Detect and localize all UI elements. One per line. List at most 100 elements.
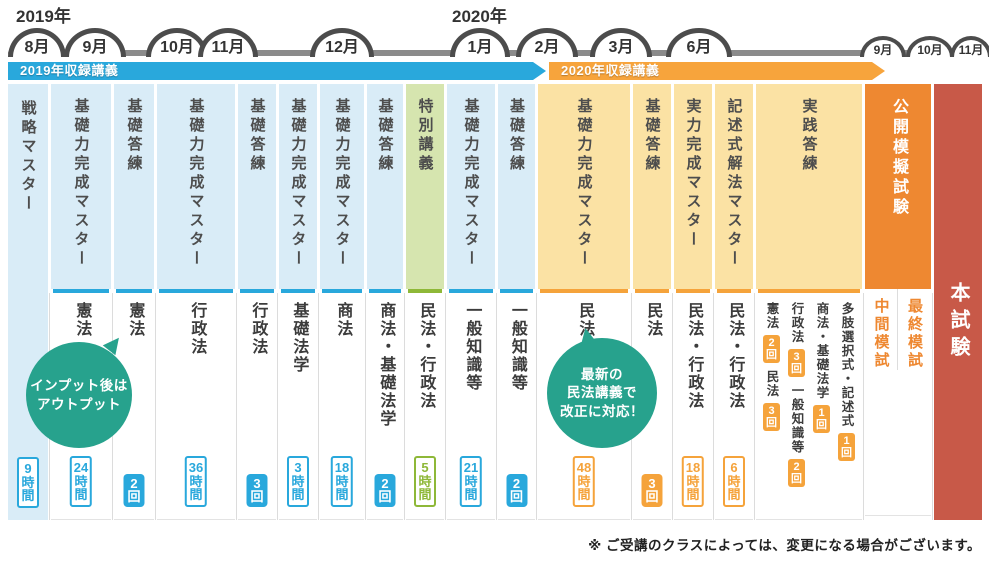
month-arc: 8月 bbox=[8, 28, 66, 57]
course-hours-badge: 18 時間 bbox=[681, 456, 705, 507]
badge-char: 回 bbox=[645, 489, 659, 505]
month-label: 11月 bbox=[211, 39, 245, 56]
header-accent-line bbox=[540, 289, 628, 293]
badge-char: 回 bbox=[766, 417, 777, 430]
callout-bubble-output: インプット後は アウトプット bbox=[26, 332, 132, 448]
subject-label: 民法 bbox=[644, 302, 662, 338]
course-column: 基礎力完成マスター 民法 48 時間 bbox=[538, 84, 632, 520]
course-column: 記述式解法マスター民法・行政法 6 時間 bbox=[715, 84, 755, 520]
course-column: 基礎答練商法・基礎法学 2 回 bbox=[367, 84, 405, 520]
banner-2020-lectures: 2020年収録講義 bbox=[549, 62, 885, 80]
badge-char: 時 bbox=[464, 473, 478, 489]
month-label: 10月 bbox=[160, 39, 194, 56]
practice-subject-label: 多肢選択式・記述式 bbox=[839, 302, 854, 428]
badge-char: 6 bbox=[730, 460, 738, 476]
year-label-2020: 2020年 bbox=[452, 7, 507, 26]
header-accent-line bbox=[159, 289, 233, 293]
badge-char: 回 bbox=[250, 489, 264, 505]
course-hours-badge: 24 時間 bbox=[69, 456, 93, 507]
mock-exam-header: 公開模擬試験 bbox=[865, 84, 931, 289]
month-arc: 11月 bbox=[198, 28, 258, 57]
practice-subject-line: 行政法 3 回一般知識等 2 回 bbox=[788, 302, 805, 494]
subject-label: 基礎法学 bbox=[290, 302, 308, 374]
badge-char: 時 bbox=[21, 474, 35, 490]
badge-char: 間 bbox=[189, 487, 203, 503]
header-accent-line bbox=[449, 289, 493, 293]
badge-char: 2 bbox=[381, 475, 389, 491]
bubble-line: インプット後は bbox=[30, 378, 128, 393]
course-column: 基礎答練 民法 3 回 bbox=[633, 84, 673, 520]
column-header-cell: 基礎答練 bbox=[367, 84, 403, 289]
subject-cell: 一般知識等 2 回 bbox=[498, 293, 535, 520]
subject-label: 民法・行政法 bbox=[417, 302, 435, 410]
header-accent-line bbox=[717, 289, 751, 293]
subject-cell: 民法・行政法 6 時間 bbox=[715, 293, 753, 520]
month-label: 9月 bbox=[873, 43, 893, 57]
month-label: 2月 bbox=[534, 39, 560, 56]
column-header: 公開模擬試験 bbox=[890, 98, 907, 218]
practice-subject-line: 商法・基礎法学 1 回 bbox=[813, 302, 830, 440]
column-header-exam: 本試験 bbox=[947, 282, 969, 363]
course-column: 基礎力完成マスター 一般知識等 21 時間 bbox=[447, 84, 497, 520]
column-header-cell: 基礎力完成マスター bbox=[320, 84, 364, 289]
column-header: 特別講義 bbox=[416, 98, 434, 174]
subject-cell: 商法・基礎法学 2 回 bbox=[367, 293, 403, 520]
column-header: 実力完成マスター bbox=[684, 98, 702, 250]
subject-label: 憲法 bbox=[73, 302, 91, 338]
practice-subject-line: 多肢選択式・記述式 1 回 bbox=[838, 302, 855, 468]
column-header: 基礎力完成マスター bbox=[575, 98, 593, 269]
month-label: 3月 bbox=[608, 39, 634, 56]
badge-char: 回 bbox=[378, 489, 392, 505]
mock-exam-body: 中間模試 最終模試 bbox=[865, 289, 931, 516]
badge-char: 回 bbox=[791, 473, 802, 486]
header-accent-line bbox=[116, 289, 152, 293]
column-header-cell: 基礎力完成マスター bbox=[447, 84, 495, 289]
course-column: 基礎力完成マスター 憲法 24 時間 bbox=[51, 84, 113, 520]
badge-char: 間 bbox=[464, 487, 478, 503]
badge-char: 3 bbox=[768, 405, 775, 418]
month-label: 1月 bbox=[467, 39, 493, 56]
badge-char: 1 bbox=[843, 435, 850, 447]
column-header: 基礎力完成マスター bbox=[289, 98, 307, 269]
subject-cell: 行政法 36 時間 bbox=[157, 293, 235, 520]
month-arc: 1月 bbox=[450, 28, 510, 57]
column-header-cell: 特別講義 bbox=[406, 84, 444, 289]
mock-cell: 中間模試 bbox=[865, 289, 898, 370]
badge-char: 3 bbox=[294, 460, 302, 476]
month-arc: 11月 bbox=[950, 36, 989, 57]
column-header: 戦略マスター bbox=[19, 100, 37, 214]
month-arc: 3月 bbox=[590, 28, 652, 57]
bubble-line: 最新の bbox=[581, 366, 623, 382]
header-accent-line bbox=[408, 289, 442, 293]
badge-char: 時 bbox=[727, 473, 741, 489]
column-header: 基礎力完成マスター bbox=[187, 98, 205, 269]
header-accent-line bbox=[53, 289, 109, 293]
badge-char: 3 bbox=[253, 475, 261, 491]
column-header-cell: 基礎答練 bbox=[114, 84, 154, 289]
column-header: 基礎力完成マスター bbox=[462, 98, 480, 269]
course-column: 基礎答練 一般知識等 2 回 bbox=[498, 84, 537, 520]
course-column: 基礎力完成マスター基礎法学 3 時間 bbox=[279, 84, 319, 520]
course-hours-badge: 18 時間 bbox=[330, 456, 354, 507]
subject-label: 商法・基礎法学 bbox=[377, 302, 395, 428]
header-accent-line bbox=[240, 289, 274, 293]
badge-char: 間 bbox=[291, 487, 305, 503]
badge-char: 2 bbox=[130, 475, 138, 491]
badge-char: 間 bbox=[335, 487, 349, 503]
column-header: 基礎答練 bbox=[248, 98, 266, 174]
column-header: 記述式解法マスター bbox=[725, 98, 743, 269]
month-arc: 9月 bbox=[64, 28, 126, 57]
subject-label: 一般知識等 bbox=[463, 302, 481, 392]
bubble-line: アウトプット bbox=[37, 396, 121, 412]
practice-subject-label: 行政法 bbox=[789, 302, 804, 344]
course-column: 特別講義 民法・行政法 5 時間 bbox=[406, 84, 446, 520]
subject-label: 商法 bbox=[334, 302, 352, 338]
month-label: 12月 bbox=[325, 39, 359, 56]
month-label: 10月 bbox=[917, 43, 943, 57]
